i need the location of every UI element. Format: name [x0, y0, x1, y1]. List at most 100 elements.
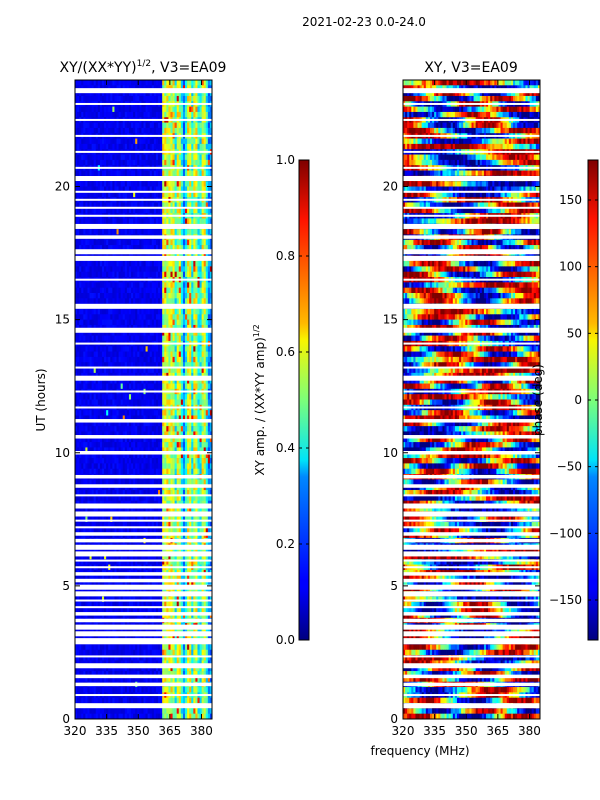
amplitude-cell	[149, 458, 153, 464]
amplitude-cell	[116, 159, 119, 166]
amplitude-cell	[176, 138, 180, 145]
amplitude-cell	[91, 362, 94, 368]
amplitude-cell	[122, 127, 126, 134]
amplitude-cell	[147, 378, 151, 384]
amplitude-cell	[189, 261, 192, 267]
amplitude-cell	[137, 170, 140, 177]
amplitude-cell	[180, 154, 184, 161]
amplitude-cell	[141, 159, 144, 166]
amplitude-cell	[112, 324, 115, 331]
amplitude-cell	[122, 287, 126, 294]
amplitude-cell	[104, 410, 107, 416]
amplitude-cell	[93, 271, 97, 278]
amplitude-cell	[209, 324, 212, 331]
amplitude-cell	[91, 266, 94, 273]
amplitude-cell	[139, 367, 142, 374]
amplitude-cell	[112, 181, 115, 187]
amplitude-cell	[174, 426, 178, 432]
amplitude-cell	[101, 394, 105, 400]
amplitude-cell	[147, 229, 151, 235]
amplitude-cell	[160, 319, 163, 326]
amplitude-cell	[126, 362, 130, 368]
amplitude-cell	[166, 154, 169, 161]
amplitude-cell	[135, 159, 138, 166]
amplitude-cell	[199, 394, 202, 400]
amplitude-cell	[124, 479, 128, 486]
amplitude-cell	[131, 308, 134, 315]
amplitude-cell	[131, 447, 134, 454]
amplitude-cell	[112, 159, 115, 166]
amplitude-cell	[151, 367, 155, 374]
amplitude-cell	[195, 426, 198, 432]
amplitude-cell	[99, 127, 103, 134]
amplitude-cell	[112, 319, 115, 326]
amplitude-cell	[91, 447, 94, 454]
amplitude-cell	[116, 356, 119, 363]
amplitude-cell	[81, 298, 84, 304]
amplitude-cell	[172, 111, 175, 118]
amplitude-cell	[155, 356, 159, 363]
amplitude-cell	[162, 191, 165, 198]
amplitude-cell	[139, 207, 142, 214]
amplitude-cell	[174, 207, 178, 214]
amplitude-cell	[93, 207, 97, 214]
amplitude-cell	[93, 282, 97, 288]
amplitude-cell	[97, 330, 101, 336]
amplitude-cell	[120, 127, 124, 134]
amplitude-cell	[180, 170, 184, 177]
amplitude-cell	[145, 319, 148, 326]
amplitude-cell	[89, 229, 92, 235]
amplitude-cell	[166, 106, 169, 113]
amplitude-cell	[197, 95, 200, 102]
amplitude-cell	[143, 330, 146, 336]
amplitude-cell	[114, 479, 117, 486]
amplitude-cell	[135, 239, 138, 246]
amplitude-cell	[185, 159, 188, 166]
amplitude-cell	[137, 479, 140, 486]
amplitude-cell	[91, 181, 94, 187]
amplitude-cell	[209, 261, 212, 267]
amplitude-cell	[131, 372, 134, 379]
amplitude-cell	[135, 154, 138, 161]
amplitude-cell	[185, 426, 188, 432]
amplitude-cell	[158, 378, 161, 384]
amplitude-cell	[89, 207, 92, 214]
amplitude-cell	[145, 410, 148, 416]
amplitude-cell	[126, 106, 130, 113]
amplitude-cell	[197, 410, 200, 416]
amplitude-cell	[189, 239, 192, 246]
amplitude-cell	[189, 367, 192, 374]
amplitude-cell	[203, 127, 207, 134]
amplitude-cell	[75, 186, 78, 193]
amplitude-cell	[155, 452, 159, 459]
amplitude-cell	[182, 436, 186, 443]
amplitude-cell	[199, 298, 202, 304]
amplitude-cell	[160, 356, 163, 363]
amplitude-cell	[97, 111, 101, 118]
amplitude-cell	[83, 410, 86, 416]
amplitude-cell	[108, 431, 111, 438]
amplitude-cell	[203, 80, 207, 86]
amplitude-cell	[160, 367, 163, 374]
amplitude-cell	[153, 351, 157, 358]
amplitude-cell	[99, 319, 103, 326]
amplitude-cell	[191, 372, 194, 379]
amplitude-cell	[85, 239, 88, 246]
amplitude-cell	[133, 202, 136, 209]
amplitude-cell	[176, 436, 180, 443]
amplitude-cell	[106, 287, 109, 294]
amplitude-cell	[180, 218, 184, 225]
amplitude-cell	[178, 308, 182, 315]
amplitude-cell	[176, 287, 180, 294]
amplitude-cell	[81, 170, 84, 177]
amplitude-cell	[87, 159, 90, 166]
amplitude-cell	[110, 367, 113, 374]
amplitude-cell	[139, 442, 142, 448]
amplitude-cell	[106, 308, 109, 315]
amplitude-cell	[126, 154, 130, 161]
amplitude-cell	[120, 458, 124, 464]
amplitude-cell	[158, 90, 161, 97]
amplitude-cell	[182, 239, 186, 246]
amplitude-cell	[77, 436, 80, 443]
amplitude-cell	[126, 202, 130, 209]
